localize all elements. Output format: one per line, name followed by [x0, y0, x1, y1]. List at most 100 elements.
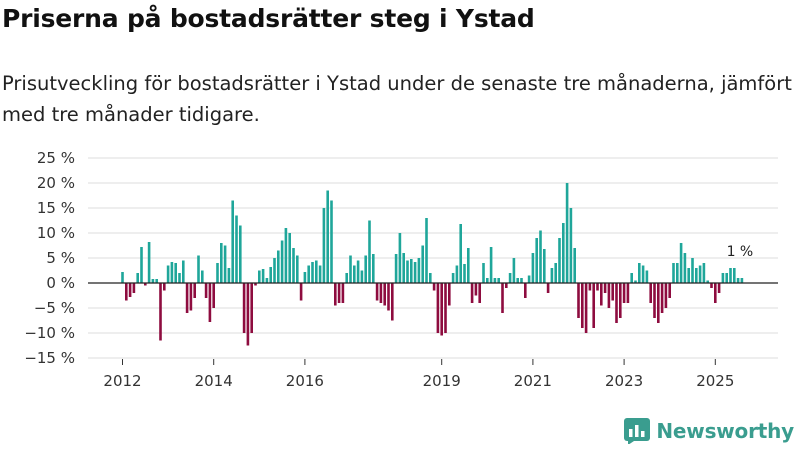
bar	[577, 283, 580, 318]
bar	[630, 273, 633, 283]
bar	[406, 260, 409, 283]
bar	[147, 242, 151, 283]
bar	[250, 283, 253, 333]
bar	[258, 270, 261, 283]
newsworthy-logo-icon	[624, 418, 651, 444]
bar	[733, 268, 736, 283]
x-tick-label: 2021	[514, 372, 552, 390]
bar	[155, 279, 158, 283]
bar	[334, 283, 337, 306]
x-tick-label: 2025	[696, 372, 734, 390]
bar	[360, 270, 364, 283]
bar	[508, 273, 512, 283]
bar	[581, 283, 584, 328]
bar	[261, 269, 265, 283]
bar	[212, 283, 215, 308]
y-axis: −15 % −10 % −5 % 0 % 5 % 10 % 15 % 20 % 25 %	[24, 149, 75, 367]
bar	[459, 224, 462, 283]
bar	[676, 263, 679, 283]
bar	[641, 265, 645, 283]
bar	[448, 283, 451, 306]
bar	[383, 283, 386, 306]
bar	[136, 273, 139, 283]
bar	[501, 283, 504, 313]
bar	[189, 283, 193, 311]
bar	[467, 248, 470, 283]
bar	[592, 283, 595, 328]
bar	[182, 260, 185, 283]
bar	[349, 255, 352, 283]
bar	[227, 268, 231, 283]
bar	[725, 273, 728, 283]
bar	[717, 283, 721, 293]
bar	[531, 253, 535, 283]
bar	[299, 283, 303, 301]
bar	[315, 260, 318, 283]
bar	[672, 263, 675, 283]
y-tick-label: −5 %	[34, 299, 75, 317]
bar	[706, 280, 709, 283]
bar	[527, 275, 531, 283]
bar	[125, 283, 128, 301]
bar	[710, 283, 713, 288]
bar	[402, 253, 405, 283]
bar	[539, 230, 542, 283]
bar	[132, 283, 136, 293]
bar	[197, 255, 200, 283]
bar	[444, 283, 447, 333]
bar	[326, 190, 329, 283]
bar	[364, 255, 367, 283]
bar	[432, 283, 436, 291]
bar	[474, 283, 478, 296]
bar	[486, 278, 489, 283]
bar	[353, 265, 356, 283]
bar	[330, 200, 333, 283]
bar	[375, 283, 379, 301]
bar	[280, 240, 284, 283]
bar	[144, 283, 147, 286]
bar	[296, 255, 299, 283]
bar	[478, 283, 481, 303]
x-tick-label: 2012	[103, 372, 141, 390]
y-tick-label: 10 %	[37, 224, 75, 242]
bar	[611, 283, 614, 301]
chart-title: Priserna på bostadsrätter steg i Ystad	[2, 4, 535, 33]
bar	[223, 245, 227, 283]
bar	[292, 248, 295, 283]
bar	[626, 283, 630, 303]
bar	[356, 260, 360, 283]
bar	[273, 258, 276, 283]
bar	[562, 223, 565, 283]
bar	[421, 245, 424, 283]
bar	[163, 283, 166, 291]
bar	[645, 270, 649, 283]
bar	[337, 283, 341, 303]
bar	[596, 283, 599, 291]
bar	[543, 249, 546, 283]
bar	[265, 278, 269, 283]
gridlines	[88, 157, 778, 359]
y-tick-label: 5 %	[46, 249, 75, 267]
bar	[505, 283, 508, 288]
bar	[569, 208, 573, 283]
bar	[159, 283, 162, 341]
bar	[216, 263, 219, 283]
bar	[558, 238, 561, 283]
brand-logo: Newsworthy	[624, 418, 794, 444]
annotation: 1 %	[727, 244, 754, 260]
bar	[679, 243, 683, 283]
bar	[600, 283, 603, 306]
bar	[307, 265, 310, 283]
bar	[288, 233, 291, 283]
bar	[619, 283, 622, 318]
bar	[463, 264, 466, 283]
bar	[303, 272, 307, 283]
bar	[151, 279, 155, 283]
bar	[740, 278, 744, 283]
last-value-label: 1 %	[727, 244, 754, 260]
bar	[489, 247, 493, 283]
bar	[470, 283, 474, 303]
bar	[520, 278, 523, 283]
y-tick-label: 20 %	[37, 174, 75, 192]
bar	[584, 283, 588, 333]
